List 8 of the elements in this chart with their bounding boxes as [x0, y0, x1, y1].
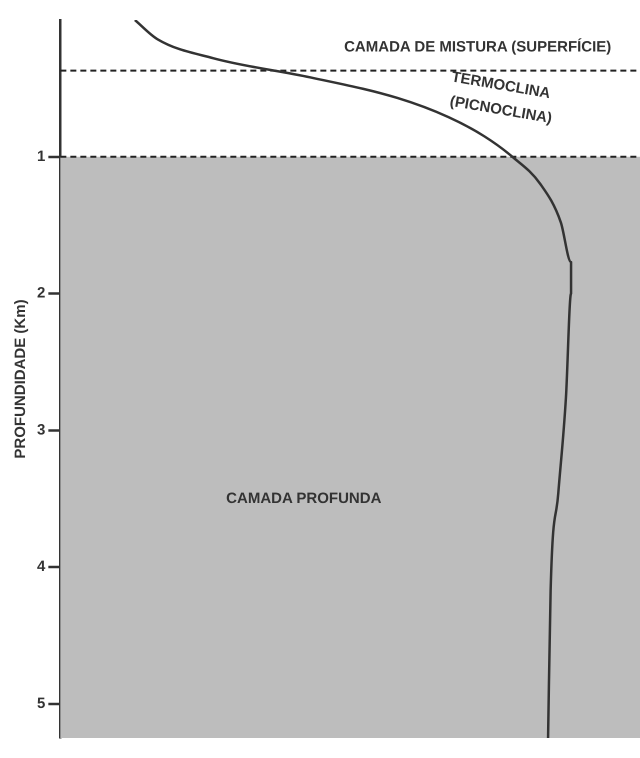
y-tick-label: 2	[37, 284, 46, 302]
annotation: CAMADA DE MISTURA (SUPERFÍCIE)	[344, 37, 612, 56]
y-tick-label: 5	[37, 694, 46, 712]
y-axis-title: PROFUNDIDADE (Km)	[12, 299, 30, 459]
band-label: CAMADA PROFUNDA	[226, 490, 382, 507]
y-tick-label: 4	[37, 558, 46, 576]
y-tick-label: 1	[37, 148, 46, 165]
y-tick-label: 3	[37, 421, 46, 438]
